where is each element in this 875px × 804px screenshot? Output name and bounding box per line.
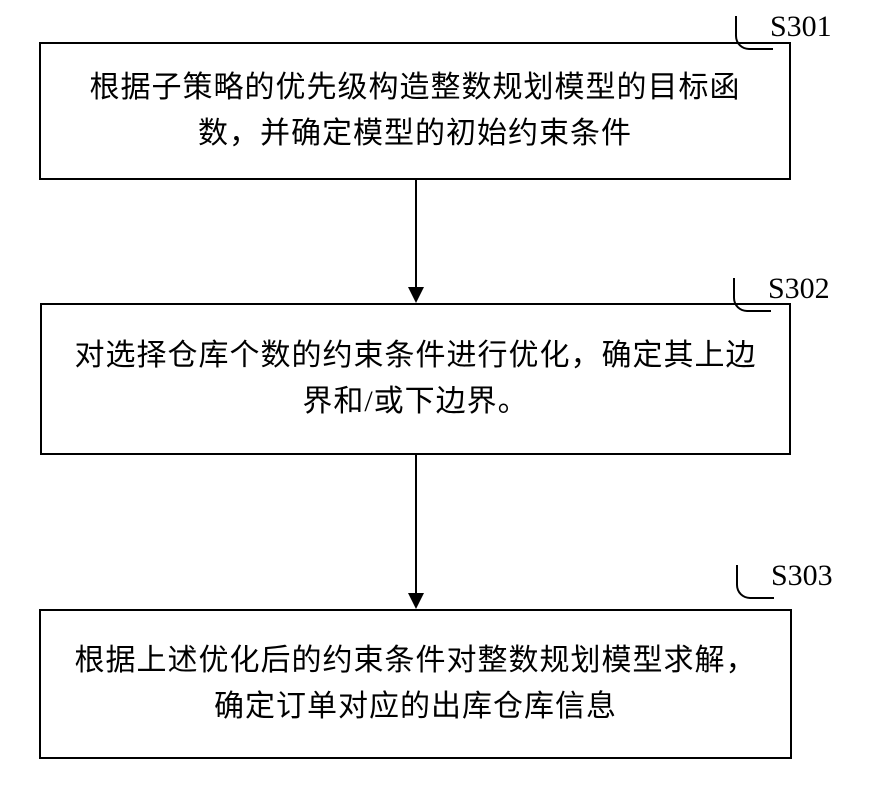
flow-node-3-text: 根据上述优化后的约束条件对整数规划模型求解，确定订单对应的出库仓库信息	[65, 638, 766, 731]
flow-node-1-text: 根据子策略的优先级构造整数规划模型的目标函数，并确定模型的初始约束条件	[65, 65, 765, 158]
flowchart-canvas: 根据子策略的优先级构造整数规划模型的目标函数，并确定模型的初始约束条件 S301…	[0, 0, 875, 804]
leader-tick-1	[735, 16, 773, 50]
edge-1-head	[408, 287, 424, 303]
leader-tick-3	[736, 565, 774, 599]
edge-2-line	[415, 455, 417, 594]
edge-2-head	[408, 593, 424, 609]
flow-node-1: 根据子策略的优先级构造整数规划模型的目标函数，并确定模型的初始约束条件	[39, 42, 791, 180]
edge-1-line	[415, 180, 417, 288]
flow-node-2-text: 对选择仓库个数的约束条件进行优化，确定其上边界和/或下边界。	[66, 333, 765, 426]
flow-node-3: 根据上述优化后的约束条件对整数规划模型求解，确定订单对应的出库仓库信息	[39, 609, 792, 759]
step-label-s301: S301	[770, 10, 832, 44]
leader-tick-2	[733, 278, 771, 312]
flow-node-2: 对选择仓库个数的约束条件进行优化，确定其上边界和/或下边界。	[40, 303, 791, 455]
step-label-s303: S303	[771, 559, 833, 593]
step-label-s302: S302	[768, 272, 830, 306]
